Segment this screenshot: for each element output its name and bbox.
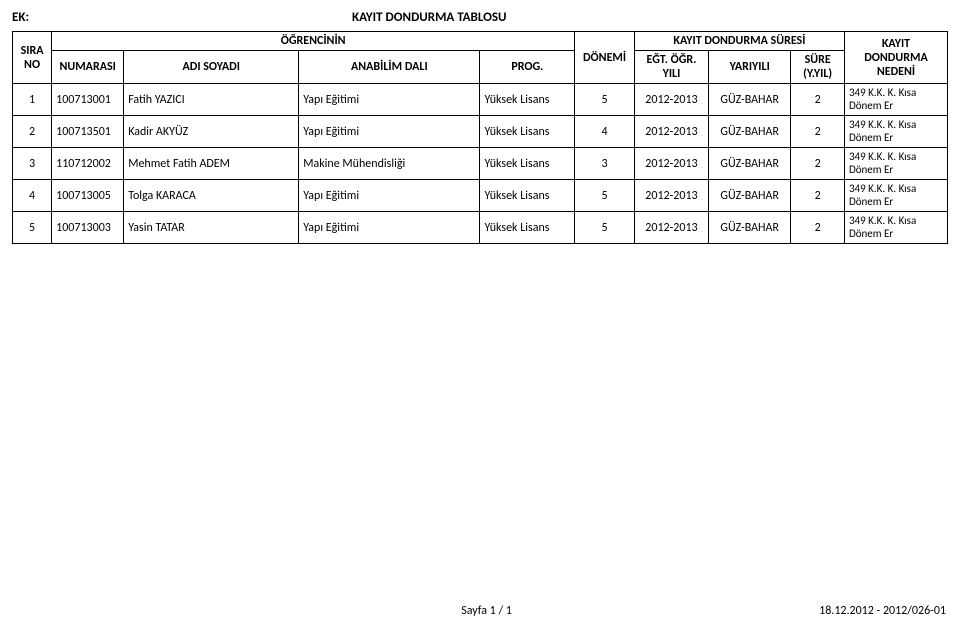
table-row: 1100713001Fatih YAZICIYapı EğitimiYüksek… xyxy=(13,84,948,116)
footer-page-number: Sayfa 1 / 1 xyxy=(461,604,512,618)
table-row: 3110712002Mehmet Fatih ADEMMakine Mühend… xyxy=(13,148,948,180)
table-cell: 2 xyxy=(791,84,845,116)
table-cell: 100713001 xyxy=(52,84,124,116)
table-cell: Makine Mühendisliği xyxy=(299,148,480,180)
table-cell: 349 K.K. K. Kısa Dönem Er xyxy=(844,212,947,244)
header-kayit-dondurma-suresi: KAYIT DONDURMA SÜRESİ xyxy=(634,32,844,51)
table-cell: Yüksek Lisans xyxy=(480,148,575,180)
table-cell: GÜZ-BAHAR xyxy=(709,84,791,116)
table-cell: 2012-2013 xyxy=(634,116,708,148)
table-cell: 3 xyxy=(13,148,52,180)
table-cell: 2 xyxy=(791,212,845,244)
table-cell: Yapı Eğitimi xyxy=(299,212,480,244)
table-cell: Yüksek Lisans xyxy=(480,84,575,116)
table-cell: 349 K.K. K. Kısa Dönem Er xyxy=(844,180,947,212)
table-cell: 5 xyxy=(575,180,635,212)
table-cell: 100713003 xyxy=(52,212,124,244)
table-cell: Mehmet Fatih ADEM xyxy=(124,148,299,180)
table-row: 4100713005Tolga KARACAYapı EğitimiYüksek… xyxy=(13,180,948,212)
table-cell: Yasin TATAR xyxy=(124,212,299,244)
table-row: 2100713501Kadir AKYÜZYapı EğitimiYüksek … xyxy=(13,116,948,148)
header-adi-soyadi: ADI SOYADI xyxy=(124,51,299,84)
header-sira-no: SIRA NO xyxy=(13,32,52,84)
table-cell: Tolga KARACA xyxy=(124,180,299,212)
ek-label: EK: xyxy=(12,10,72,25)
table-cell: 5 xyxy=(575,212,635,244)
table-cell: 110712002 xyxy=(52,148,124,180)
header-prog: PROG. xyxy=(480,51,575,84)
table-cell: 2 xyxy=(791,180,845,212)
table-cell: GÜZ-BAHAR xyxy=(709,148,791,180)
table-cell: Yapı Eğitimi xyxy=(299,116,480,148)
table-cell: 2 xyxy=(13,116,52,148)
table-cell: 100713005 xyxy=(52,180,124,212)
table-cell: 5 xyxy=(575,84,635,116)
table-cell: 1 xyxy=(13,84,52,116)
table-cell: 4 xyxy=(575,116,635,148)
table-row: 5100713003Yasin TATARYapı EğitimiYüksek … xyxy=(13,212,948,244)
header-yariyili: YARIYILI xyxy=(709,51,791,84)
table-cell: 100713501 xyxy=(52,116,124,148)
table-cell: Yüksek Lisans xyxy=(480,116,575,148)
footer-spacer xyxy=(14,604,154,618)
table-cell: 5 xyxy=(13,212,52,244)
header-sure: SÜRE (Y.YIL) xyxy=(791,51,845,84)
table-cell: Yüksek Lisans xyxy=(480,212,575,244)
footer-date-doc: 18.12.2012 - 2012/026-01 xyxy=(819,604,946,618)
header-ogrencinin: ÖĞRENCİNİN xyxy=(52,32,575,51)
table-cell: 4 xyxy=(13,180,52,212)
table-cell: Yüksek Lisans xyxy=(480,180,575,212)
table-cell: 2012-2013 xyxy=(634,148,708,180)
table-cell: Yapı Eğitimi xyxy=(299,84,480,116)
table-cell: 349 K.K. K. Kısa Dönem Er xyxy=(844,116,947,148)
header-donemi: DÖNEMİ xyxy=(575,32,635,84)
header-egt-ogr-yili: EĞT. ÖĞR. YILI xyxy=(634,51,708,84)
table-cell: 3 xyxy=(575,148,635,180)
table-cell: 349 K.K. K. Kısa Dönem Er xyxy=(844,148,947,180)
table-cell: GÜZ-BAHAR xyxy=(709,116,791,148)
table-cell: 2 xyxy=(791,116,845,148)
table-cell: Kadir AKYÜZ xyxy=(124,116,299,148)
header-kayit-dondurma-nedeni: KAYIT DONDURMA NEDENİ xyxy=(844,32,947,84)
header-numarasi: NUMARASI xyxy=(52,51,124,84)
page-title: KAYIT DONDURMA TABLOSU xyxy=(352,10,507,25)
table-cell: GÜZ-BAHAR xyxy=(709,212,791,244)
freeze-table: SIRA NO ÖĞRENCİNİN DÖNEMİ KAYIT DONDURMA… xyxy=(12,31,948,244)
table-cell: 2012-2013 xyxy=(634,180,708,212)
table-cell: GÜZ-BAHAR xyxy=(709,180,791,212)
table-cell: 2012-2013 xyxy=(634,212,708,244)
header-anabilim-dali: ANABİLİM DALI xyxy=(299,51,480,84)
table-cell: 2 xyxy=(791,148,845,180)
table-cell: 349 K.K. K. Kısa Dönem Er xyxy=(844,84,947,116)
table-cell: Fatih YAZICI xyxy=(124,84,299,116)
table-cell: Yapı Eğitimi xyxy=(299,180,480,212)
table-cell: 2012-2013 xyxy=(634,84,708,116)
